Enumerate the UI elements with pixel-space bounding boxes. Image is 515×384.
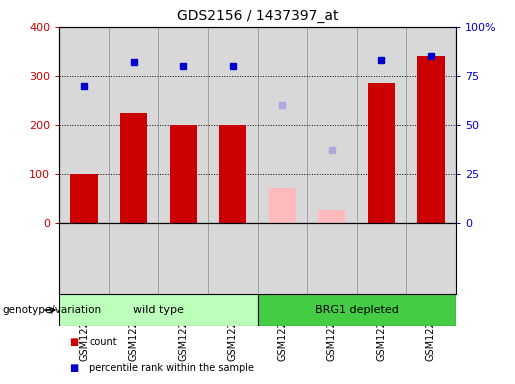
- Text: ■: ■: [70, 363, 79, 373]
- Text: BRG1 depleted: BRG1 depleted: [315, 305, 399, 315]
- Bar: [120, 113, 147, 223]
- Bar: [169, 125, 197, 223]
- Bar: [71, 174, 98, 223]
- Text: count: count: [89, 337, 117, 347]
- Text: wild type: wild type: [133, 305, 184, 315]
- Title: GDS2156 / 1437397_at: GDS2156 / 1437397_at: [177, 9, 338, 23]
- Bar: [59, 294, 258, 326]
- Bar: [258, 294, 456, 326]
- Text: genotype/variation: genotype/variation: [3, 305, 101, 315]
- Bar: [417, 56, 444, 223]
- Text: percentile rank within the sample: percentile rank within the sample: [89, 363, 254, 373]
- Bar: [368, 83, 395, 223]
- Bar: [269, 189, 296, 223]
- Bar: [318, 210, 346, 223]
- Bar: [219, 125, 246, 223]
- Text: ■: ■: [70, 337, 79, 347]
